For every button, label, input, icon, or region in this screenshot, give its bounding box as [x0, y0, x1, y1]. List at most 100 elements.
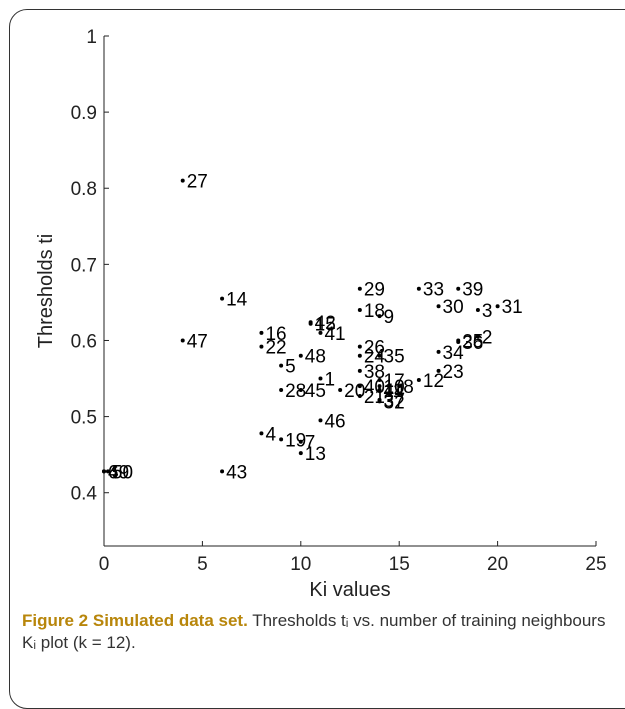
point-label-24: 24 — [364, 347, 386, 368]
point-label-26: 26 — [364, 338, 385, 359]
y-axis-label: Thresholds ti — [35, 234, 57, 349]
point-27 — [180, 178, 185, 183]
point-label-33: 33 — [423, 280, 444, 301]
y-tick-label: 1 — [86, 27, 97, 48]
x-tick-label: 5 — [197, 554, 208, 575]
point-19 — [279, 437, 284, 442]
point-36 — [456, 340, 461, 344]
point-42 — [308, 320, 313, 325]
point-label-46: 46 — [324, 411, 345, 432]
point-16 — [259, 330, 264, 335]
point-46 — [318, 418, 323, 423]
point-29 — [357, 286, 362, 291]
point-label-42: 42 — [315, 313, 336, 334]
point-22 — [259, 344, 264, 349]
point-label-18: 18 — [364, 301, 385, 322]
point-label-50: 50 — [112, 462, 133, 483]
point-35 — [377, 353, 382, 358]
point-8 — [397, 384, 402, 389]
x-tick-label: 10 — [290, 554, 311, 575]
point-label-14: 14 — [226, 290, 248, 311]
point-label-16: 16 — [265, 324, 286, 345]
point-40 — [357, 384, 362, 389]
point-label-49: 49 — [108, 462, 129, 483]
point-26 — [357, 344, 362, 349]
y-tick-label: 0.5 — [71, 408, 97, 429]
point-3 — [475, 308, 480, 313]
figure-label: Figure 2 — [22, 611, 89, 630]
point-label-30: 30 — [443, 297, 464, 318]
point-18 — [357, 308, 362, 313]
point-21 — [357, 394, 362, 399]
x-tick-label: 25 — [585, 554, 606, 575]
point-label-23: 23 — [443, 362, 464, 383]
point-31 — [495, 304, 500, 309]
point-9 — [377, 314, 382, 319]
y-tick-label: 0.4 — [71, 484, 98, 505]
point-23 — [436, 368, 441, 373]
point-label-5: 5 — [285, 357, 296, 378]
point-label-40: 40 — [364, 377, 385, 398]
point-label-22: 22 — [265, 338, 286, 359]
point-label-35: 35 — [384, 347, 405, 368]
point-label-45: 45 — [305, 381, 326, 402]
point-label-36: 36 — [462, 333, 483, 354]
point-label-17: 17 — [384, 371, 405, 392]
point-41 — [318, 330, 323, 335]
point-label-48: 48 — [305, 347, 326, 368]
point-49 — [102, 469, 106, 474]
point-47 — [180, 338, 185, 343]
point-label-38: 38 — [364, 362, 385, 383]
point-label-2: 2 — [482, 328, 493, 349]
point-label-6: 6 — [108, 462, 119, 483]
point-2 — [475, 334, 480, 339]
point-label-13: 13 — [305, 444, 326, 465]
point-label-12: 12 — [423, 371, 444, 392]
point-7 — [298, 439, 303, 444]
point-50 — [105, 469, 110, 474]
point-24 — [357, 353, 362, 358]
point-4 — [259, 431, 264, 436]
x-tick-label: 20 — [487, 554, 508, 575]
point-label-39: 39 — [462, 280, 483, 301]
point-20 — [338, 387, 343, 392]
point-label-9: 9 — [384, 307, 395, 328]
point-label-43: 43 — [226, 462, 247, 483]
y-tick-label: 0.6 — [71, 331, 97, 352]
point-14 — [220, 296, 225, 301]
point-45 — [298, 387, 303, 392]
figure-caption: Figure 2 Simulated data set. Thresholds … — [22, 610, 612, 654]
point-28 — [279, 387, 284, 392]
point-37 — [377, 397, 382, 402]
point-1 — [318, 376, 323, 381]
y-tick-label: 0.9 — [71, 103, 97, 124]
point-43 — [220, 469, 225, 474]
point-label-27: 27 — [187, 172, 208, 193]
point-12 — [416, 378, 421, 383]
point-label-19: 19 — [285, 430, 306, 451]
point-38 — [357, 368, 362, 373]
point-label-20: 20 — [344, 381, 365, 402]
point-30 — [436, 304, 441, 309]
point-label-3: 3 — [482, 301, 493, 322]
x-tick-label: 0 — [99, 554, 110, 575]
point-label-11: 11 — [384, 381, 404, 402]
point-39 — [456, 286, 461, 291]
point-label-25: 25 — [462, 331, 483, 352]
y-tick-label: 0.7 — [71, 255, 97, 276]
point-label-29: 29 — [364, 280, 385, 301]
point-label-37: 37 — [384, 391, 405, 412]
point-17 — [377, 378, 382, 383]
point-label-4: 4 — [265, 424, 276, 445]
x-tick-label: 15 — [389, 554, 410, 575]
point-44 — [377, 387, 382, 392]
y-tick-label: 0.8 — [71, 179, 97, 200]
point-label-44: 44 — [384, 381, 406, 402]
point-33 — [416, 286, 421, 291]
point-label-7: 7 — [305, 433, 316, 454]
point-48 — [298, 353, 303, 358]
caption-text: Thresholds tᵢ vs. number of training nei… — [22, 611, 606, 652]
point-label-10: 10 — [384, 377, 405, 398]
